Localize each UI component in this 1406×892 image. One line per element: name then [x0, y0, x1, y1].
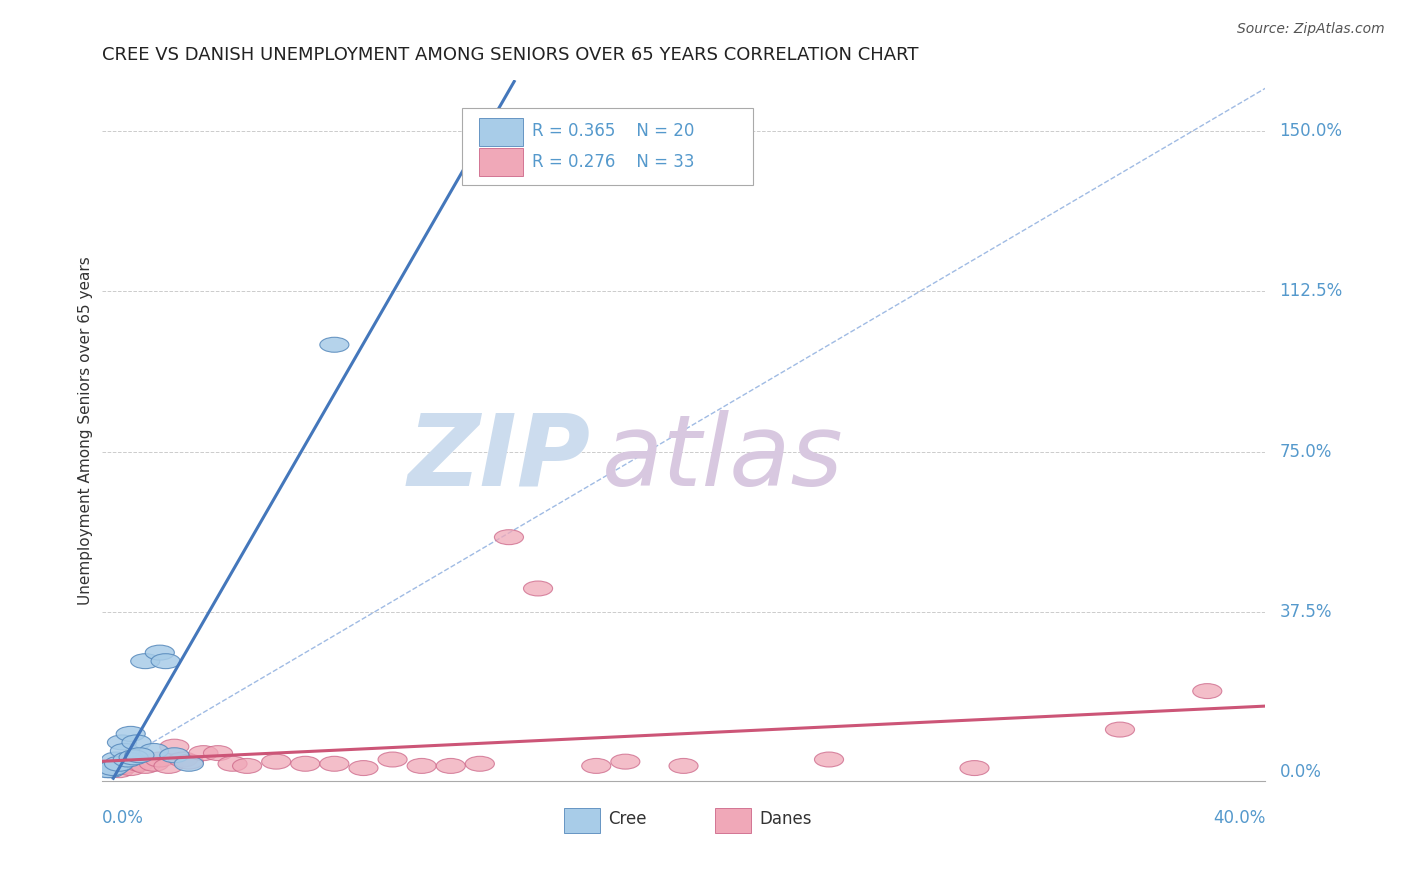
Text: ZIP: ZIP: [408, 409, 591, 507]
Text: Source: ZipAtlas.com: Source: ZipAtlas.com: [1237, 22, 1385, 37]
FancyBboxPatch shape: [716, 808, 751, 833]
Text: 0.0%: 0.0%: [1279, 764, 1322, 781]
Ellipse shape: [408, 758, 436, 773]
Ellipse shape: [120, 750, 148, 764]
Ellipse shape: [98, 761, 128, 775]
Ellipse shape: [378, 752, 408, 767]
Ellipse shape: [669, 758, 699, 773]
Ellipse shape: [131, 654, 160, 669]
Ellipse shape: [349, 761, 378, 775]
Ellipse shape: [160, 739, 188, 754]
Ellipse shape: [495, 530, 523, 545]
Ellipse shape: [1192, 683, 1222, 698]
Ellipse shape: [125, 756, 155, 772]
FancyBboxPatch shape: [564, 808, 600, 833]
Ellipse shape: [110, 758, 139, 773]
Ellipse shape: [204, 746, 232, 761]
Ellipse shape: [122, 735, 150, 750]
Text: 150.0%: 150.0%: [1279, 122, 1343, 140]
Ellipse shape: [114, 752, 142, 767]
Ellipse shape: [145, 645, 174, 660]
Text: 112.5%: 112.5%: [1279, 282, 1343, 301]
Ellipse shape: [814, 752, 844, 767]
Ellipse shape: [139, 756, 169, 772]
Text: 75.0%: 75.0%: [1279, 442, 1331, 460]
Ellipse shape: [150, 654, 180, 669]
Text: CREE VS DANISH UNEMPLOYMENT AMONG SENIORS OVER 65 YEARS CORRELATION CHART: CREE VS DANISH UNEMPLOYMENT AMONG SENIOR…: [101, 46, 918, 64]
Ellipse shape: [262, 754, 291, 769]
FancyBboxPatch shape: [478, 148, 523, 177]
Ellipse shape: [319, 756, 349, 772]
Text: Danes: Danes: [759, 811, 811, 829]
Ellipse shape: [160, 747, 188, 763]
Ellipse shape: [145, 752, 174, 767]
Ellipse shape: [232, 758, 262, 773]
Ellipse shape: [96, 763, 125, 778]
Ellipse shape: [93, 763, 122, 778]
Ellipse shape: [610, 754, 640, 769]
Ellipse shape: [174, 756, 204, 772]
Ellipse shape: [101, 758, 131, 773]
Text: 37.5%: 37.5%: [1279, 603, 1331, 621]
Ellipse shape: [960, 761, 988, 775]
Ellipse shape: [117, 726, 145, 741]
Ellipse shape: [174, 754, 204, 769]
FancyBboxPatch shape: [463, 108, 754, 185]
Text: R = 0.365    N = 20: R = 0.365 N = 20: [533, 122, 695, 140]
Ellipse shape: [131, 758, 160, 773]
Ellipse shape: [117, 761, 145, 775]
Ellipse shape: [107, 735, 136, 750]
Text: 40.0%: 40.0%: [1213, 809, 1265, 827]
Y-axis label: Unemployment Among Seniors over 65 years: Unemployment Among Seniors over 65 years: [79, 256, 93, 605]
Ellipse shape: [110, 743, 139, 758]
Text: atlas: atlas: [602, 409, 844, 507]
Ellipse shape: [155, 758, 183, 773]
Ellipse shape: [104, 763, 134, 778]
Ellipse shape: [291, 756, 319, 772]
Ellipse shape: [139, 743, 169, 758]
Ellipse shape: [96, 761, 125, 775]
Text: Cree: Cree: [607, 811, 647, 829]
Ellipse shape: [125, 747, 155, 763]
Ellipse shape: [582, 758, 610, 773]
Ellipse shape: [1105, 723, 1135, 737]
Ellipse shape: [169, 752, 198, 767]
Text: 0.0%: 0.0%: [101, 809, 143, 827]
FancyBboxPatch shape: [478, 118, 523, 145]
Ellipse shape: [104, 756, 134, 772]
Ellipse shape: [465, 756, 495, 772]
Text: R = 0.276    N = 33: R = 0.276 N = 33: [533, 153, 695, 170]
Ellipse shape: [188, 746, 218, 761]
Ellipse shape: [436, 758, 465, 773]
Ellipse shape: [319, 337, 349, 352]
Ellipse shape: [218, 756, 247, 772]
Ellipse shape: [523, 581, 553, 596]
Ellipse shape: [101, 752, 131, 767]
